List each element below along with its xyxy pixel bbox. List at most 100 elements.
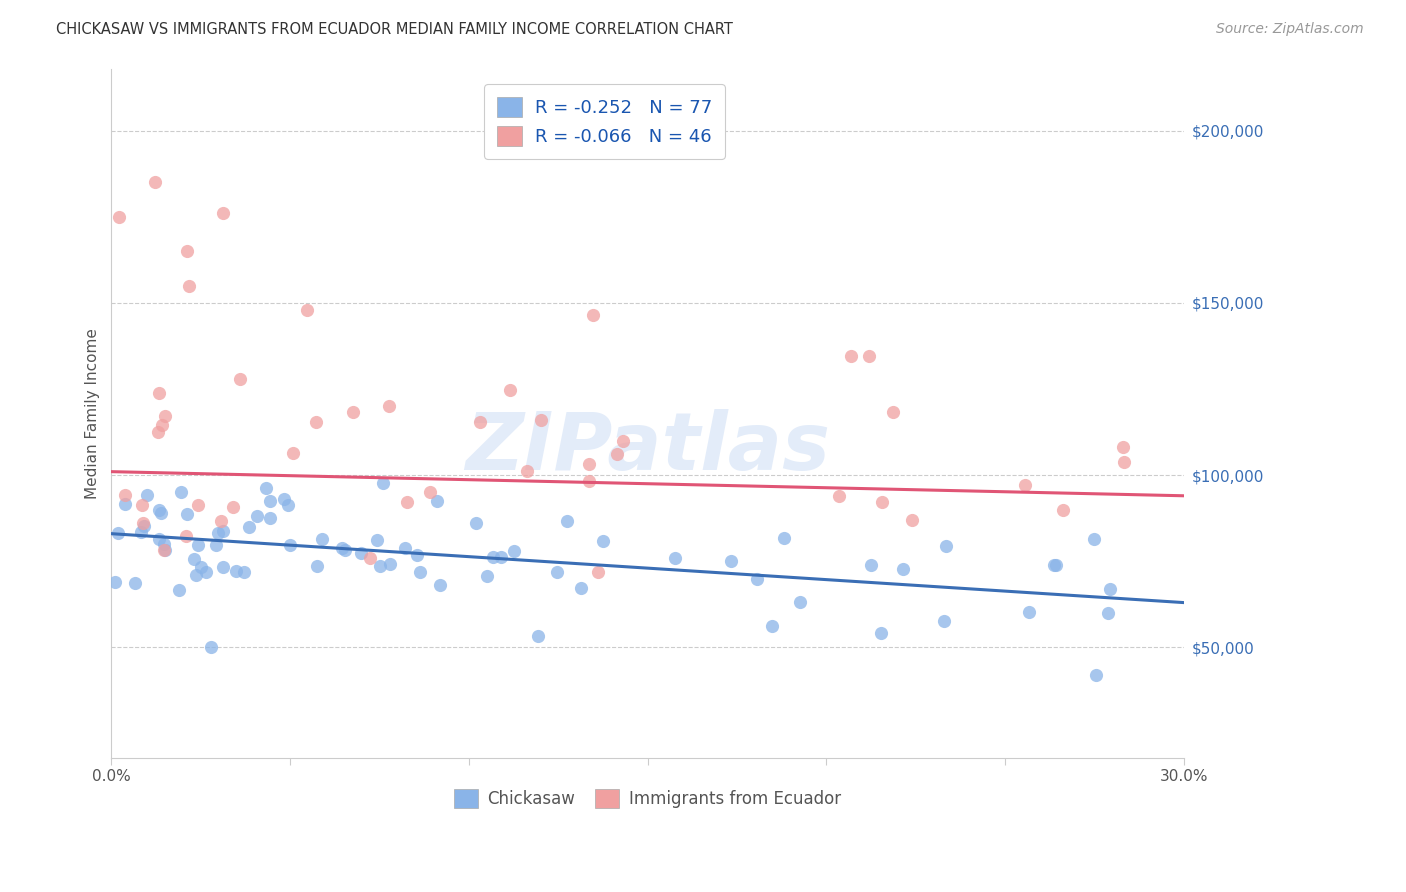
Point: [503, 544, 526, 558]
Point: [891, 562, 914, 576]
Point: [409, 565, 432, 579]
Point: [295, 302, 318, 317]
Point: [368, 559, 391, 574]
Point: [464, 516, 486, 531]
Point: [394, 541, 416, 556]
Point: [246, 509, 269, 524]
Point: [108, 210, 131, 224]
Point: [586, 565, 609, 579]
Point: [477, 569, 499, 583]
Point: [1052, 503, 1074, 517]
Point: [359, 550, 381, 565]
Point: [176, 507, 198, 521]
Point: [212, 205, 235, 219]
Point: [273, 491, 295, 506]
Point: [1097, 606, 1119, 620]
Text: Source: ZipAtlas.com: Source: ZipAtlas.com: [1216, 22, 1364, 37]
Point: [426, 494, 449, 508]
Point: [482, 550, 505, 565]
Point: [761, 619, 783, 633]
Point: [882, 405, 904, 419]
Point: [1098, 582, 1121, 597]
Point: [131, 516, 153, 530]
Point: [107, 526, 129, 541]
Point: [380, 557, 402, 571]
Point: [131, 498, 153, 512]
Point: [131, 524, 153, 539]
Point: [278, 538, 301, 552]
Point: [859, 558, 882, 573]
Point: [170, 485, 193, 500]
Point: [745, 573, 768, 587]
Point: [546, 566, 568, 580]
Point: [581, 308, 603, 322]
Point: [858, 349, 880, 363]
Point: [1018, 605, 1040, 619]
Point: [371, 475, 394, 490]
Point: [720, 554, 742, 568]
Point: [470, 415, 492, 429]
Point: [828, 489, 851, 503]
Point: [378, 399, 401, 413]
Point: [932, 614, 955, 628]
Point: [174, 529, 197, 543]
Point: [333, 542, 356, 557]
Point: [190, 560, 212, 574]
Point: [200, 640, 222, 654]
Point: [330, 541, 353, 555]
Text: ZIPatlas: ZIPatlas: [465, 409, 830, 486]
Point: [526, 629, 548, 643]
Point: [664, 550, 686, 565]
Point: [1042, 558, 1064, 572]
Point: [135, 488, 157, 502]
Point: [153, 543, 176, 558]
Point: [592, 534, 614, 549]
Point: [578, 474, 600, 488]
Point: [259, 494, 281, 508]
Point: [124, 575, 146, 590]
Point: [498, 383, 520, 397]
Point: [366, 533, 388, 547]
Point: [555, 515, 578, 529]
Point: [1112, 440, 1135, 454]
Point: [578, 457, 600, 471]
Point: [221, 500, 243, 515]
Point: [395, 494, 418, 508]
Point: [132, 519, 155, 533]
Point: [114, 497, 136, 511]
Point: [153, 537, 176, 551]
Point: [212, 560, 235, 574]
Point: [176, 244, 198, 259]
Point: [233, 566, 256, 580]
Point: [612, 434, 634, 448]
Point: [530, 413, 553, 427]
Point: [212, 524, 235, 538]
Point: [167, 582, 190, 597]
Point: [935, 539, 957, 553]
Point: [114, 488, 136, 502]
Point: [350, 546, 373, 560]
Point: [870, 495, 893, 509]
Point: [429, 577, 451, 591]
Point: [194, 565, 217, 579]
Point: [1045, 558, 1067, 573]
Point: [104, 575, 127, 590]
Point: [305, 415, 328, 429]
Point: [187, 498, 209, 512]
Point: [516, 465, 538, 479]
Point: [277, 498, 299, 512]
Point: [311, 532, 333, 546]
Point: [148, 532, 170, 546]
Point: [205, 538, 228, 552]
Point: [155, 409, 177, 423]
Point: [254, 481, 277, 495]
Point: [143, 175, 166, 189]
Point: [153, 542, 176, 557]
Y-axis label: Median Family Income: Median Family Income: [86, 327, 100, 499]
Point: [148, 386, 170, 401]
Point: [606, 447, 628, 461]
Point: [1084, 668, 1107, 682]
Point: [569, 581, 592, 595]
Point: [259, 511, 281, 525]
Point: [283, 446, 305, 460]
